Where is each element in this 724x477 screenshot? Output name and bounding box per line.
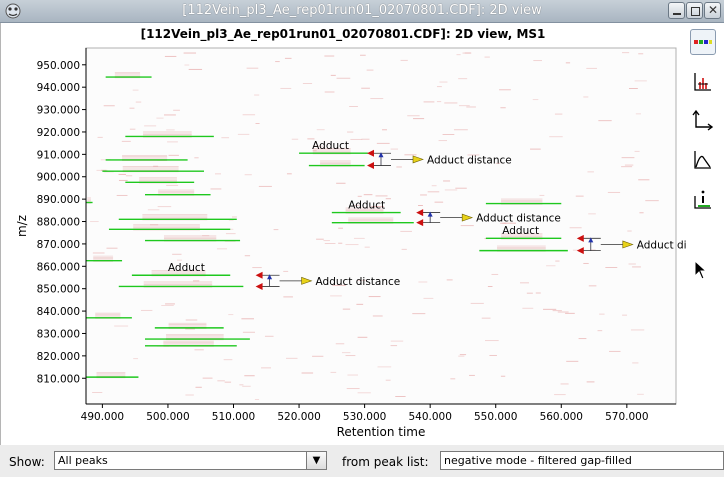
y-tick-label: 910.000 (37, 149, 80, 161)
y-tick-label: 900.000 (37, 172, 80, 184)
show-label: Show: (9, 455, 45, 469)
adduct-arrow-high (367, 149, 374, 157)
adduct-connector-arrow (378, 152, 384, 158)
y-tick-label: 950.000 (37, 60, 80, 72)
peaklist-label: from peak list: (342, 455, 429, 469)
x-tick-label: 560.000 (540, 411, 583, 423)
adduct-distance-label: Adduct distance (476, 213, 561, 225)
peaklist-value: negative mode - filtered gap-filled (444, 454, 632, 467)
adduct-arrow-high (416, 209, 424, 217)
peak-info-icon (694, 190, 711, 209)
x-tick-label: 520.000 (277, 411, 320, 423)
y-axis-label: m/z (15, 215, 29, 237)
minimize-icon (673, 13, 681, 15)
y-tick-label: 860.000 (37, 261, 80, 273)
maximize-icon (691, 7, 700, 16)
adduct-arrow-high (255, 271, 263, 279)
plot-title: [112Vein_pl3_Ae_rep01run01_02070801.CDF]… (140, 27, 546, 41)
chevron-down-icon[interactable]: ▼ (306, 452, 326, 469)
maximize-button[interactable] (686, 2, 703, 19)
show-spectrum-button[interactable] (690, 148, 716, 174)
toggle-colors-button[interactable] (690, 29, 716, 55)
minimize-button[interactable] (668, 2, 685, 19)
close-icon: ✕ (708, 3, 719, 17)
app-icon (5, 3, 21, 19)
adduct-distance-label: Adduct distance (637, 239, 686, 251)
y-tick-label: 820.000 (37, 351, 80, 363)
spectrum-icon (694, 151, 711, 169)
y-tick-label: 810.000 (37, 373, 80, 385)
adduct-arrow-low (255, 282, 263, 290)
adduct-distance-label: Adduct distance (316, 276, 401, 288)
adduct-arrow-low (367, 162, 374, 170)
window-titlebar: [112Vein_pl3_Ae_rep01run01_02070801.CDF]… (0, 0, 724, 23)
y-tick-label: 850.000 (37, 284, 80, 296)
x-tick-label: 500.000 (146, 411, 189, 423)
y-tick-label: 890.000 (37, 194, 80, 206)
adduct-arrow-low (416, 219, 424, 227)
x-axis-label: Retention time (337, 425, 426, 439)
adduct-arrow-low (576, 247, 584, 255)
x-tick-label: 570.000 (605, 411, 648, 423)
x-tick-label: 530.000 (343, 411, 386, 423)
x-tick-label: 510.000 (212, 411, 255, 423)
show-peaks-combobox[interactable]: All peaks ▼ (54, 451, 327, 470)
adduct-arrow-high (576, 234, 584, 242)
x-tick-label: 550.000 (474, 411, 517, 423)
y-tick-label: 940.000 (37, 82, 80, 94)
adduct-distance-label: Adduct distance (427, 154, 512, 166)
window-title: [112Vein_pl3_Ae_rep01run01_02070801.CDF]… (182, 3, 542, 18)
distance-arrow (412, 155, 424, 164)
isotope-peaks-icon (694, 73, 711, 91)
y-tick-label: 930.000 (37, 105, 80, 117)
x-tick-label: 540.000 (408, 411, 451, 423)
y-tick-label: 830.000 (37, 328, 80, 340)
y-tick-label: 840.000 (37, 306, 80, 318)
distance-arrow (461, 213, 474, 222)
adduct-connector-arrow (588, 237, 594, 243)
adduct-label: Adduct (348, 199, 385, 211)
adduct-connector-arrow (267, 274, 273, 280)
bottom-bar: Show: All peaks ▼ from peak list: negati… (0, 445, 724, 477)
peak-layer (86, 76, 568, 378)
peaklist-combobox[interactable]: negative mode - filtered gap-filled (440, 451, 724, 470)
plot-area[interactable] (85, 47, 677, 405)
y-tick-label: 870.000 (37, 239, 80, 251)
axes-settings-button[interactable] (690, 108, 716, 134)
close-button[interactable]: ✕ (704, 2, 721, 19)
axes-icon (692, 109, 714, 131)
axes-layer: 490.000 500.000 510.000 520.000 530.000 540.0… (37, 48, 676, 423)
color-palette-icon (694, 40, 712, 44)
adduct-label: Adduct (312, 140, 349, 152)
adduct-label: Adduct (502, 225, 539, 237)
adduct-connector-arrow (427, 211, 433, 217)
x-tick-label: 490.000 (81, 411, 124, 423)
show-peaks-value: All peaks (58, 454, 108, 467)
peak-info-button[interactable] (690, 188, 716, 214)
adduct-label: Adduct (168, 262, 205, 274)
distance-arrow (301, 276, 313, 285)
toggle-isotope-peaks-button[interactable] (690, 70, 716, 96)
distance-arrow (622, 240, 634, 249)
y-tick-label: 920.000 (37, 127, 80, 139)
y-tick-label: 880.000 (37, 217, 80, 229)
mouse-cursor-icon (694, 260, 708, 280)
